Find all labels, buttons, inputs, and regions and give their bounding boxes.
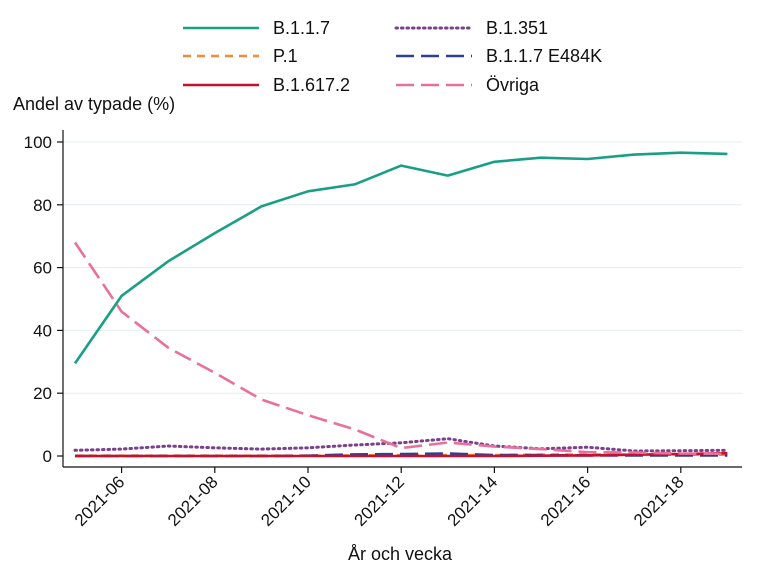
series-lines — [73, 151, 729, 458]
legend-label: P.1 — [273, 46, 298, 66]
series-line-b-1-351 — [73, 437, 729, 453]
legend: B.1.1.7 B.1.351 P.1 B.1.1.7 E484K B.1.617.2 Ö… — [183, 18, 602, 95]
y-tick-label: 20 — [33, 384, 52, 403]
x-tick-label: 2021-16 — [537, 472, 595, 530]
x-tick-label: 2021-12 — [350, 472, 408, 530]
x-axis-title: År och vecka — [348, 544, 453, 564]
x-tick-label: 2021-14 — [444, 472, 502, 530]
legend-label: B.1.351 — [486, 18, 548, 38]
x-tick-label: 2021-18 — [630, 472, 688, 530]
series-line-b-1-617-2 — [75, 451, 728, 458]
series-line--vriga — [73, 241, 728, 456]
legend-label: B.1.617.2 — [273, 75, 350, 95]
legend-label: B.1.1.7 — [273, 18, 330, 38]
x-tick-label: 2021-06 — [71, 472, 129, 530]
legend-label: B.1.1.7 E484K — [486, 46, 602, 66]
y-tick-label: 100 — [24, 133, 52, 152]
y-tick-label: 60 — [33, 259, 52, 278]
legend-label: Övriga — [486, 75, 540, 95]
x-tick-label: 2021-10 — [257, 472, 315, 530]
grid — [63, 141, 742, 394]
y-tick-label: 80 — [33, 196, 52, 215]
y-axis-title: Andel av typade (%) — [13, 94, 175, 114]
y-tick-label: 40 — [33, 321, 52, 340]
x-tick-label: 2021-08 — [164, 472, 222, 530]
y-tick-label: 0 — [43, 447, 52, 466]
series-line-b-1-1-7 — [73, 151, 728, 365]
